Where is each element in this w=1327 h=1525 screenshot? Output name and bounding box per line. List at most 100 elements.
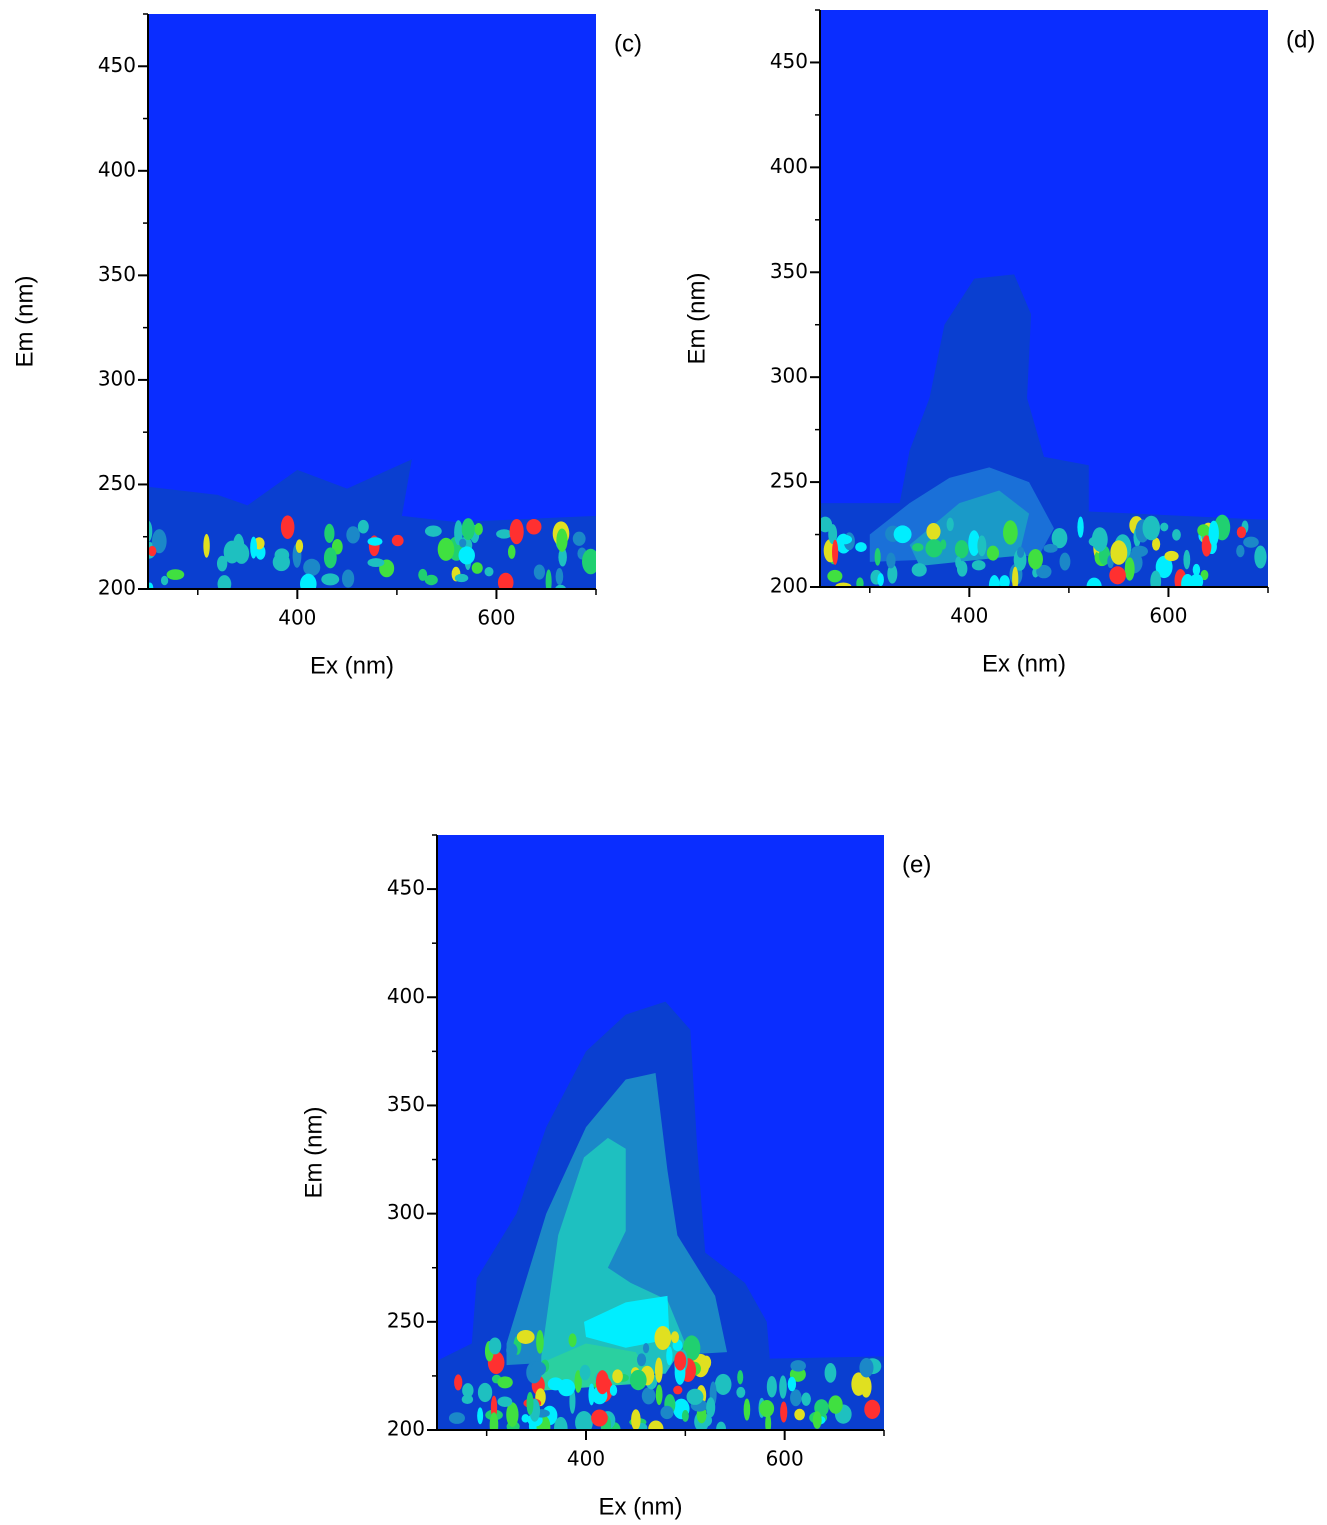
contour-speck — [887, 564, 898, 584]
contour-speck — [526, 518, 542, 535]
contour-speck — [488, 1337, 502, 1355]
contour-speck — [716, 1421, 727, 1430]
plot-area — [820, 10, 1268, 587]
contour-speck — [666, 1346, 673, 1366]
y-tick-label: 350 — [98, 262, 136, 286]
x-tick-label: 400 — [278, 606, 316, 630]
contour-speck — [507, 544, 516, 559]
contour-speck — [1236, 544, 1245, 558]
contour-speck — [321, 573, 340, 586]
y-tick-label: 400 — [770, 154, 808, 178]
contour-speck — [217, 575, 232, 589]
contour-speck — [877, 573, 884, 587]
contour-speck — [1152, 537, 1161, 551]
contour-speck — [418, 568, 428, 581]
contour-speck — [1172, 529, 1181, 541]
contour-speck — [1164, 550, 1179, 562]
y-tick-label: 400 — [98, 157, 136, 181]
contour-speck — [558, 547, 567, 567]
contour-speck — [1124, 557, 1135, 581]
y-tick-label: 350 — [770, 259, 808, 283]
contour-speck — [489, 1412, 499, 1430]
contour-speck — [250, 536, 258, 559]
contour-speck — [779, 1375, 787, 1399]
y-tick-label: 250 — [770, 469, 808, 493]
panel-label: (c) — [614, 30, 642, 57]
contour-speck — [794, 1408, 805, 1421]
contour-speck — [1109, 566, 1126, 585]
contour-speck — [533, 564, 546, 580]
contour-speck — [1131, 545, 1148, 557]
contour-speck — [1236, 526, 1247, 539]
contour-speck — [912, 543, 924, 552]
contour-speck — [555, 568, 564, 585]
x-tick-label: 600 — [477, 606, 515, 630]
contour-speck — [461, 518, 475, 541]
y-axis-label: Em (nm) — [11, 276, 38, 368]
contour-speck — [886, 552, 896, 569]
contour-speck — [926, 523, 941, 540]
contour-speck — [454, 573, 469, 583]
contour-speck — [1003, 520, 1018, 545]
x-axis-label: Ex (nm) — [310, 652, 394, 679]
contour-speck — [572, 531, 586, 546]
contour-speck — [1036, 564, 1052, 579]
y-tick-label: 450 — [770, 49, 808, 73]
contour-speck — [824, 1362, 837, 1383]
contour-speck — [458, 546, 475, 565]
contour-speck — [1059, 552, 1071, 571]
contour-speck — [1043, 543, 1058, 553]
contour-speck — [461, 1394, 474, 1405]
contour-speck — [471, 562, 483, 574]
contour-speck — [536, 1330, 544, 1354]
contour-speck — [581, 548, 596, 575]
contour-speck — [526, 1391, 534, 1416]
contour-speck — [856, 577, 864, 587]
contour-speck — [686, 1388, 704, 1405]
contour-speck — [660, 1405, 674, 1420]
contour-speck — [1201, 535, 1212, 557]
y-axis-label: Em (nm) — [300, 1107, 327, 1199]
contour-speck — [1110, 540, 1128, 565]
contour-speck — [545, 569, 552, 589]
contour-speck — [946, 517, 954, 532]
contour-speck — [801, 1392, 811, 1406]
contour-speck — [1142, 515, 1161, 541]
contour-speck — [988, 575, 1000, 587]
contour-speck — [641, 1387, 656, 1405]
contour-speck — [835, 582, 852, 587]
contour-speck — [324, 523, 335, 543]
contour-speck — [654, 1325, 672, 1350]
contour-speck — [497, 572, 514, 589]
contour-speck — [832, 539, 839, 565]
contour-speck — [855, 542, 867, 552]
contour-speck — [1150, 570, 1162, 587]
contour-speck — [828, 1395, 843, 1414]
contour-speck — [1088, 536, 1106, 548]
contour-speck — [1192, 563, 1201, 576]
contour-speck — [148, 545, 157, 557]
contour-speck — [736, 1386, 746, 1398]
y-axis-label: Em (nm) — [683, 273, 710, 365]
contour-region — [584, 1295, 670, 1348]
contour-speck — [506, 1343, 518, 1358]
y-tick-label: 400 — [387, 984, 425, 1008]
contour-speck — [477, 1407, 484, 1425]
contour-speck — [674, 1351, 687, 1371]
contour-speck — [780, 1401, 788, 1423]
contour-speck — [459, 538, 467, 548]
contour-speck — [642, 1343, 650, 1354]
contour-speck — [828, 524, 838, 545]
contour-speck — [166, 569, 185, 580]
contour-speck — [940, 539, 947, 550]
contour-speck — [1183, 549, 1191, 570]
panel: 200 250 300 350 400 450 400 600 Ex (nm) Em (nm) (d… — [683, 9, 1315, 677]
contour-speck — [954, 540, 969, 559]
contour-speck — [160, 575, 169, 586]
contour-speck — [827, 569, 843, 583]
contour-speck — [790, 1360, 806, 1372]
contour-speck — [1160, 522, 1169, 532]
contour-speck — [1254, 545, 1267, 569]
contour-speck — [148, 582, 154, 589]
y-tick-label: 300 — [98, 366, 136, 390]
